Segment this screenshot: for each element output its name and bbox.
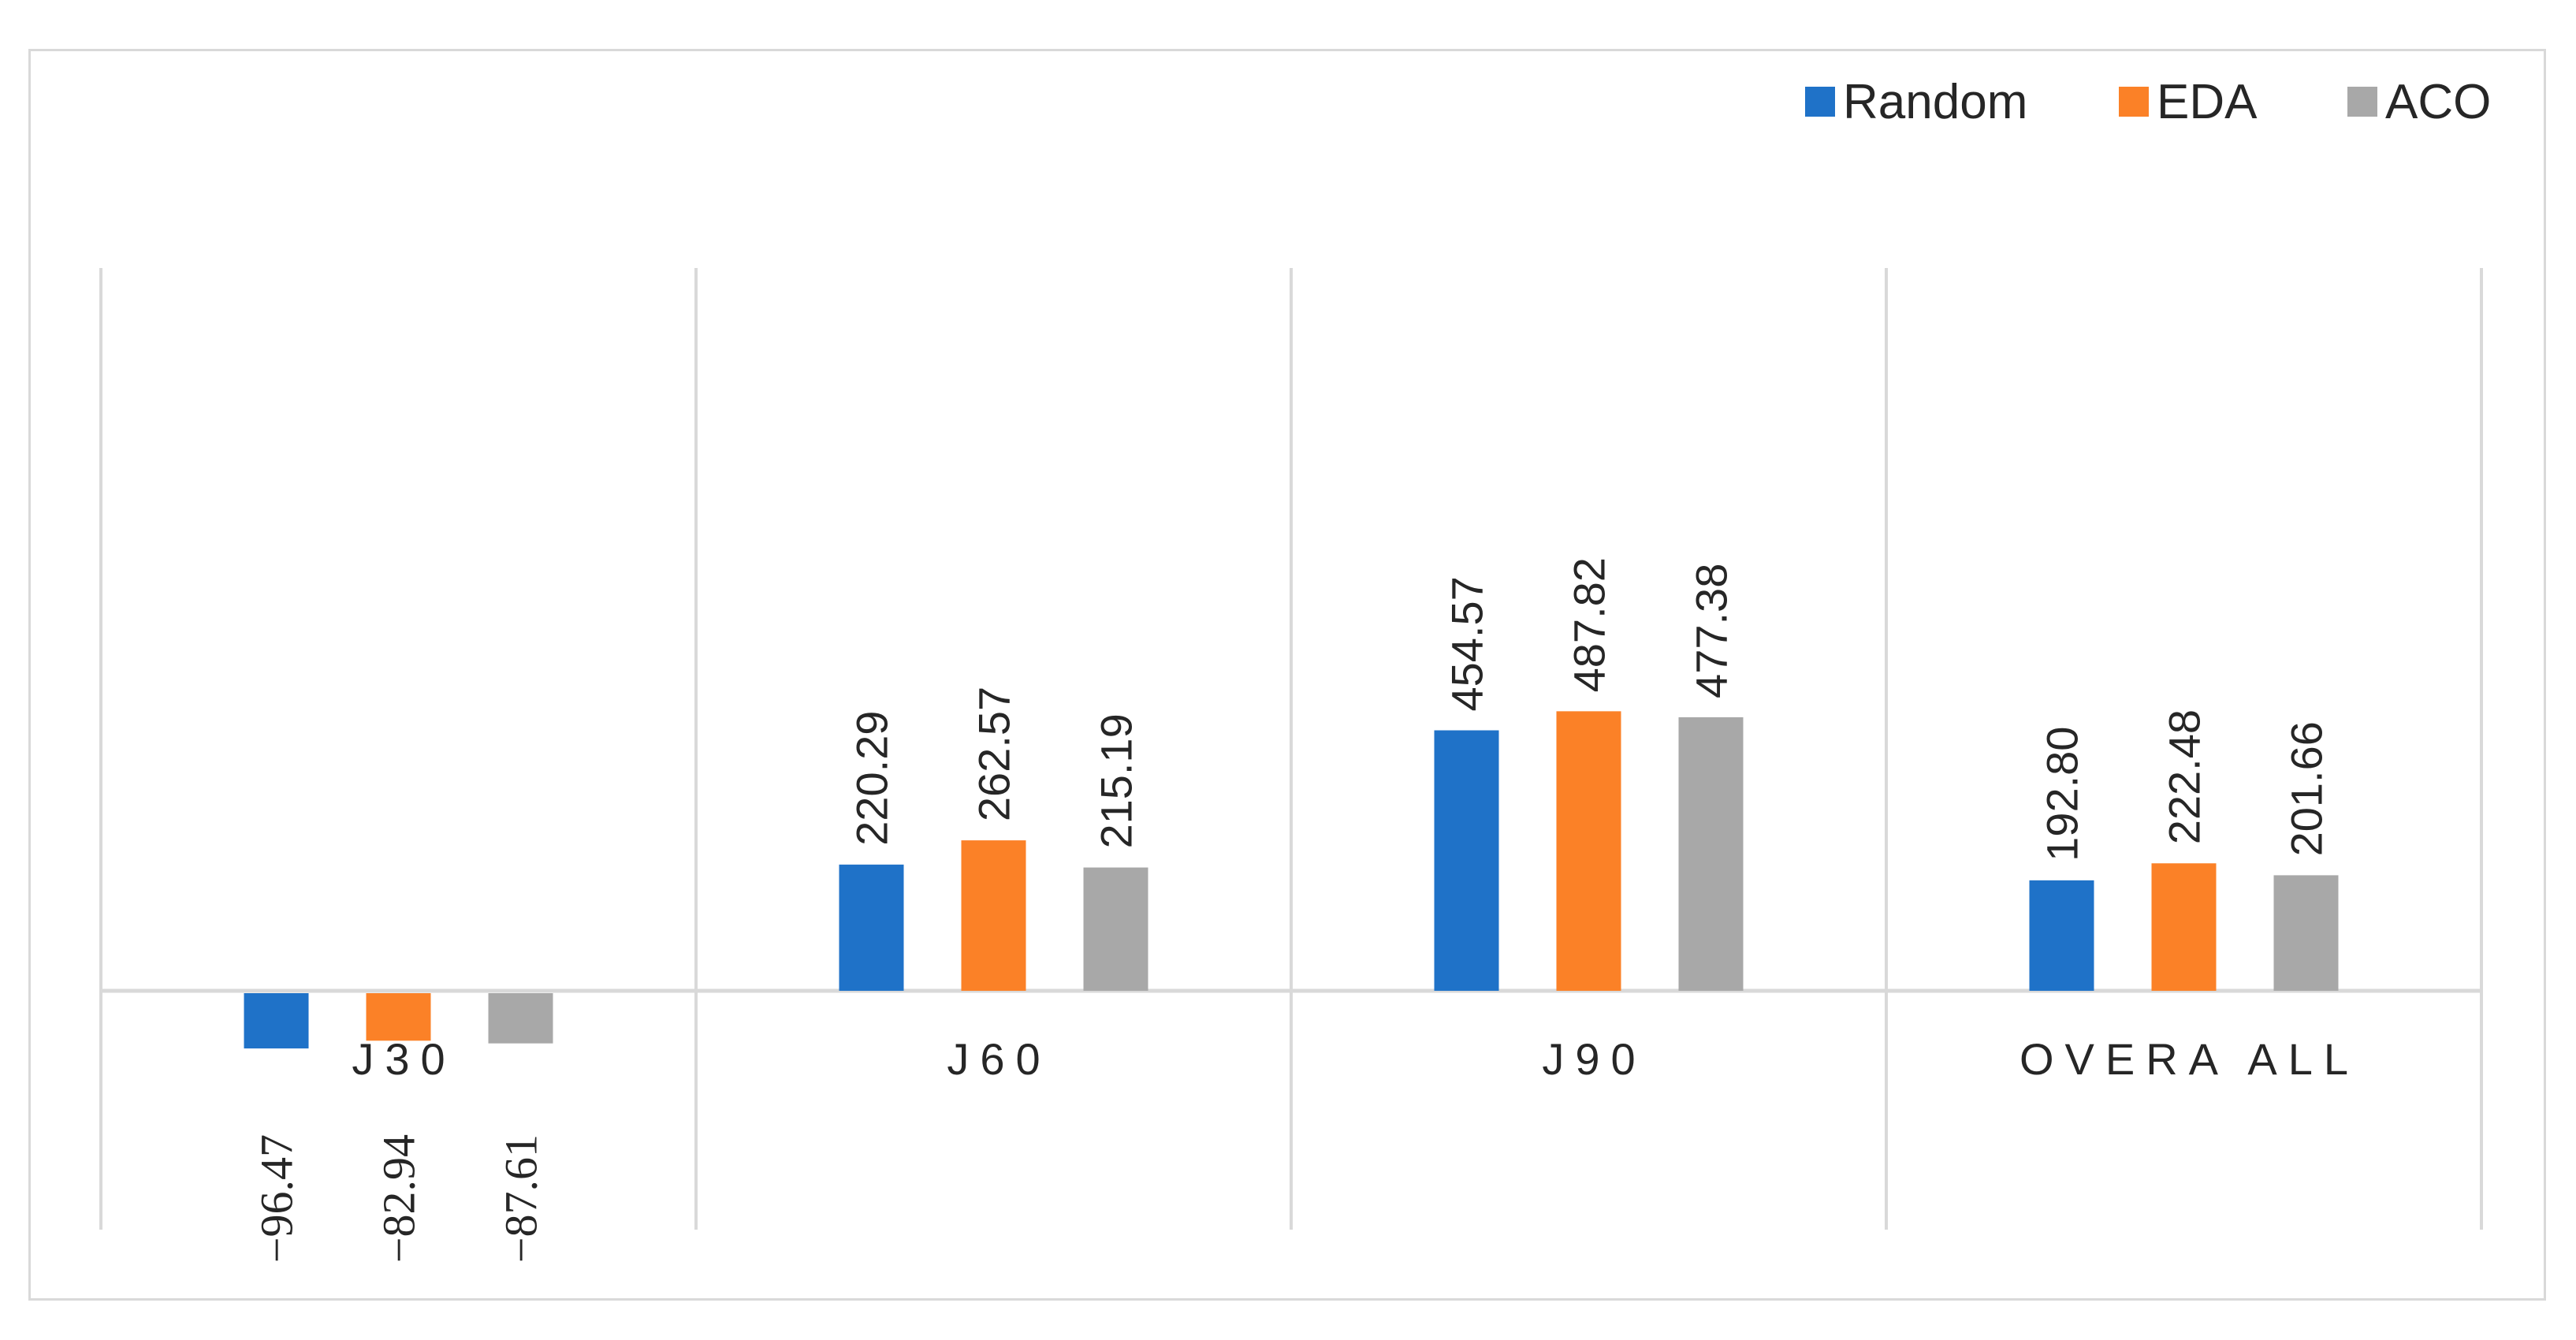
bar-aco-1 (1083, 867, 1148, 991)
bar-aco-2 (1678, 717, 1744, 991)
bar-aco-3 (2273, 875, 2339, 991)
category-label-1: J60 (947, 1034, 1051, 1084)
category-gridlines (99, 268, 2483, 1230)
bar-eda-0 (366, 993, 431, 1041)
data-label-random-0: −96.47 (251, 1134, 303, 1263)
bar-random-1 (839, 864, 904, 991)
data-label-random-1: 220.29 (847, 711, 897, 846)
legend-label-random: Random (1843, 75, 2027, 129)
data-label-aco-2: 477.38 (1687, 564, 1737, 698)
data-label-aco-0: −87.61 (496, 1134, 547, 1263)
legend: Random EDA ACO (1805, 75, 2491, 129)
category-labels: J30 J60 J90 OVERA ALL (352, 1034, 2359, 1084)
bar-eda-1 (961, 840, 1026, 991)
bar-aco-0 (488, 993, 553, 1044)
data-label-eda-0: −82.94 (374, 1134, 425, 1263)
data-label-aco-1: 215.19 (1092, 713, 1141, 848)
bar-eda-2 (1556, 711, 1621, 991)
bars (244, 711, 2339, 1049)
legend-label-eda: EDA (2157, 75, 2258, 129)
legend-swatch-aco (2347, 87, 2377, 117)
chart-frame (28, 49, 2546, 1301)
category-label-3: OVERA ALL (2019, 1034, 2359, 1084)
bar-random-2 (1434, 730, 1499, 991)
data-label-eda-1: 262.57 (970, 687, 1019, 821)
legend-swatch-eda (2119, 87, 2149, 117)
data-label-random-3: 192.80 (2038, 727, 2087, 862)
data-label-random-2: 454.57 (1442, 576, 1492, 711)
data-label-aco-3: 201.66 (2282, 721, 2332, 856)
bar-random-0 (244, 993, 309, 1049)
category-label-2: J90 (1542, 1034, 1646, 1084)
bar-random-3 (2029, 880, 2094, 991)
legend-label-aco: ACO (2385, 75, 2491, 129)
data-label-eda-2: 487.82 (1565, 557, 1614, 692)
bar-eda-3 (2151, 863, 2217, 991)
data-label-eda-3: 222.48 (2160, 709, 2209, 844)
data-labels: −96.47 −82.94 −87.61 220.29 262.57 215.19 454.… (251, 557, 2332, 1263)
category-label-0: J30 (352, 1034, 456, 1084)
legend-swatch-random (1805, 87, 1835, 117)
